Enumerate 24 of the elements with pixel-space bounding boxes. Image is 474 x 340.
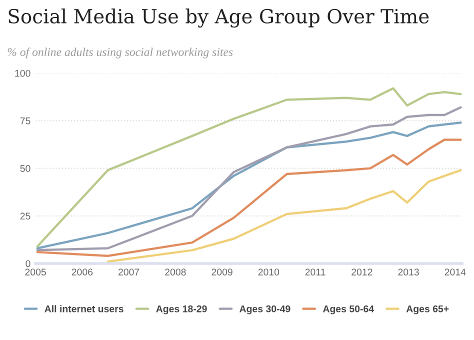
y-tick-label: 100 bbox=[15, 70, 30, 77]
legend-label: Ages 65+ bbox=[406, 305, 449, 314]
x-tick-label: 2012 bbox=[352, 268, 372, 276]
x-tick-label: 2010 bbox=[258, 268, 280, 276]
x-tick-label: 2009 bbox=[212, 268, 232, 276]
legend-label: Ages 50-64 bbox=[322, 305, 374, 314]
legend-label: Ages 30-49 bbox=[240, 305, 290, 314]
x-tick-label: 2011 bbox=[305, 268, 326, 276]
y-tick-label: 50 bbox=[20, 165, 30, 172]
x-tick-label: 2007 bbox=[118, 268, 140, 276]
x-tick-label: 2013 bbox=[398, 268, 419, 276]
x-tick-label: 2005 bbox=[25, 268, 46, 276]
chart-subtitle: % of online adults using social networking sites bbox=[8, 48, 233, 58]
x-tick-label: 2014 bbox=[444, 268, 466, 276]
legend-label: Ages 18-29 bbox=[156, 305, 207, 314]
y-tick-label: 0 bbox=[26, 260, 30, 268]
x-tick-label: 2008 bbox=[165, 268, 186, 276]
x-tick-label: 2006 bbox=[72, 268, 93, 276]
line-series bbox=[106, 169, 462, 263]
chart-title: Social Media Use by Age Group Over Time bbox=[8, 8, 429, 28]
line-series bbox=[36, 138, 462, 257]
legend-label: All internet users bbox=[44, 305, 124, 312]
y-tick-label: 25 bbox=[20, 212, 30, 220]
y-tick-label: 75 bbox=[20, 118, 30, 124]
